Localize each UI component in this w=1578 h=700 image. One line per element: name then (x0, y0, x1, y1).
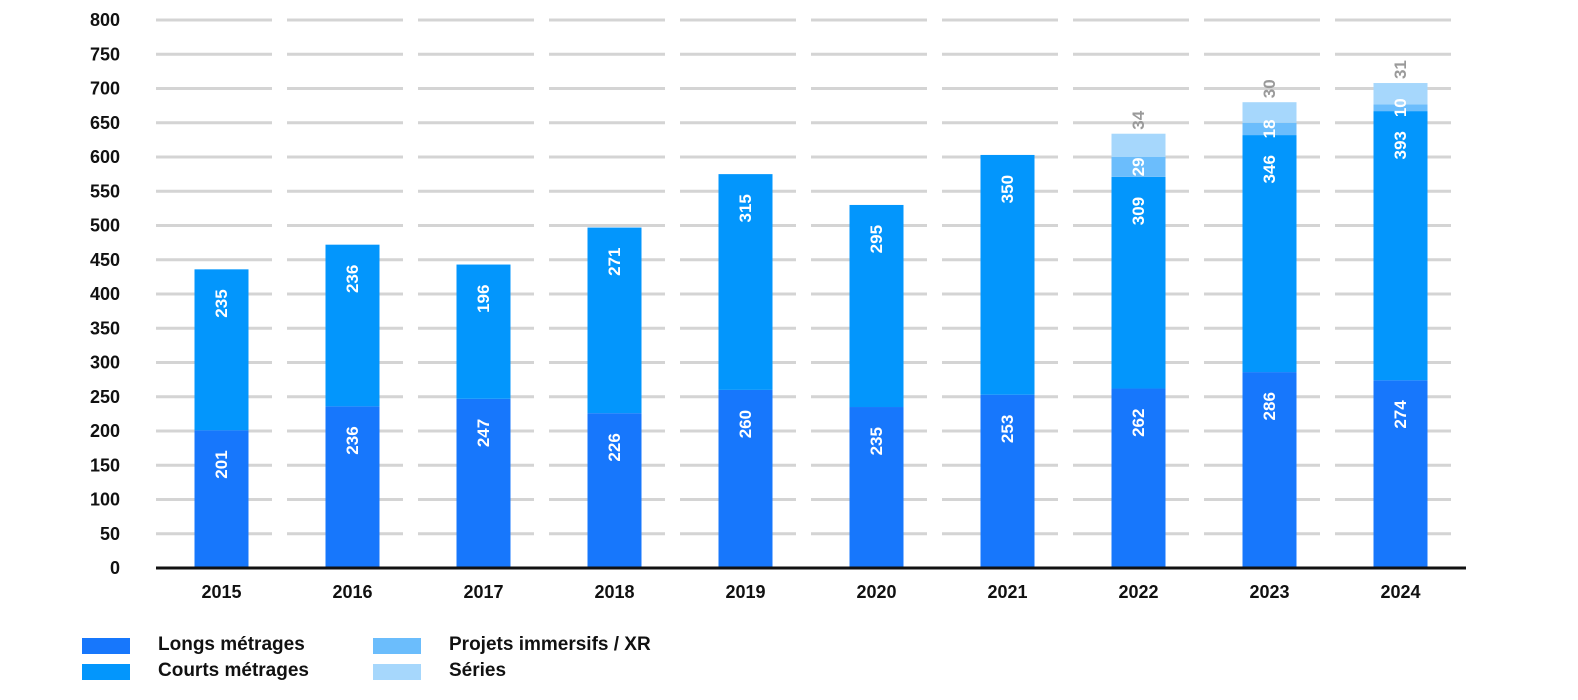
x-tick-label: 2017 (463, 582, 503, 602)
bar-segment (194, 430, 249, 568)
bar-segment (1373, 83, 1428, 105)
legend-label: Longs métrages (158, 634, 305, 655)
x-tick-label: 2015 (201, 582, 241, 602)
data-label: 235 (867, 427, 886, 455)
legend-swatch (373, 638, 421, 654)
legend-swatch (82, 638, 130, 654)
stacked-bar-chart: 0 50 100 150 200 250 300 350 400 450 500 550 600 650 7… (90, 10, 1466, 602)
data-label: 29 (1129, 157, 1148, 176)
bar-segment (587, 413, 642, 568)
x-tick-label: 2019 (725, 582, 765, 602)
y-tick-label: 700 (90, 79, 120, 99)
y-tick-label: 300 (90, 353, 120, 373)
y-tick-label: 200 (90, 421, 120, 441)
data-label: 253 (998, 415, 1017, 443)
bar-segment (980, 394, 1035, 568)
data-label: 30 (1260, 79, 1279, 98)
bar-segment (1242, 122, 1297, 136)
segment-labels: 201 235 236 236 247 196 226 271 260 315 235 295 253 3… (212, 60, 1410, 479)
data-label: 235 (212, 289, 231, 317)
x-tick-label: 2022 (1118, 582, 1158, 602)
legend-swatch (82, 664, 130, 680)
y-tick-label: 650 (90, 113, 120, 133)
data-label: 274 (1391, 400, 1410, 429)
data-label: 260 (736, 410, 755, 438)
bar-segment (980, 154, 1035, 395)
bar-segment (587, 227, 642, 414)
bar-segment (1242, 372, 1297, 568)
x-tick-label: 2023 (1249, 582, 1289, 602)
data-label: 315 (736, 194, 755, 222)
bar-segment (325, 244, 380, 407)
data-label: 226 (605, 433, 624, 461)
bar-segment (1111, 176, 1166, 389)
data-label: 309 (1129, 197, 1148, 225)
y-tick-label: 500 (90, 216, 120, 236)
bar-segment (1373, 111, 1428, 381)
data-label: 295 (867, 225, 886, 253)
bar-segment (194, 269, 249, 431)
data-label: 350 (998, 175, 1017, 203)
y-tick-label: 750 (90, 44, 120, 64)
y-tick-label: 350 (90, 318, 120, 338)
y-tick-label: 150 (90, 455, 120, 475)
bar-segment (1373, 104, 1428, 112)
bar-segment (718, 174, 773, 390)
bar-segment (1111, 133, 1166, 157)
x-tick-label: 2021 (987, 582, 1027, 602)
data-label: 10 (1391, 98, 1410, 117)
legend-label: Projets immersifs / XR (449, 634, 651, 655)
y-tick-label: 50 (100, 524, 120, 544)
y-tick-label: 0 (110, 558, 120, 578)
y-tick-label: 100 (90, 490, 120, 510)
x-tick-label: 2016 (332, 582, 372, 602)
bar-segment (1111, 157, 1166, 177)
data-label: 196 (474, 285, 493, 313)
y-tick-label: 550 (90, 181, 120, 201)
bar-segment (1242, 102, 1297, 123)
legend-swatch (373, 664, 421, 680)
data-label: 393 (1391, 131, 1410, 159)
y-tick-label: 450 (90, 250, 120, 270)
data-label: 286 (1260, 392, 1279, 420)
data-label: 346 (1260, 155, 1279, 183)
legend-label: Courts métrages (158, 660, 309, 681)
x-tick-label: 2018 (594, 582, 634, 602)
data-label: 236 (343, 265, 362, 293)
data-label: 18 (1260, 119, 1279, 138)
data-label: 31 (1391, 60, 1410, 79)
data-label: 236 (343, 426, 362, 454)
data-label: 271 (605, 248, 624, 276)
bar-segment (1242, 135, 1297, 373)
bar-segment (325, 406, 380, 568)
x-tick-label: 2024 (1380, 582, 1420, 602)
y-tick-label: 600 (90, 147, 120, 167)
legend-label: Séries (449, 660, 507, 681)
bar-segment (718, 389, 773, 568)
bar-segment (849, 204, 904, 408)
bar-segment (1373, 380, 1428, 568)
data-label: 34 (1129, 110, 1148, 129)
data-label: 247 (474, 419, 493, 447)
bar-segment (1111, 388, 1166, 568)
y-tick-label: 250 (90, 387, 120, 407)
bar-segment (456, 398, 511, 568)
bars (194, 83, 1428, 568)
data-label: 201 (212, 450, 231, 478)
y-tick-label: 800 (90, 10, 120, 30)
y-axis-ticks: 0 50 100 150 200 250 300 350 400 450 500 550 600 650 7… (90, 10, 120, 578)
y-tick-label: 400 (90, 284, 120, 304)
x-tick-label: 2020 (856, 582, 896, 602)
bar-segment (849, 407, 904, 568)
x-axis-ticks: 2015 2016 2017 2018 2019 2020 2021 2022 2023 2024 (201, 582, 1420, 602)
bar-segment (456, 264, 511, 399)
data-label: 262 (1129, 409, 1148, 437)
legend: Longs métrages Courts métrages Projets i… (82, 634, 722, 686)
